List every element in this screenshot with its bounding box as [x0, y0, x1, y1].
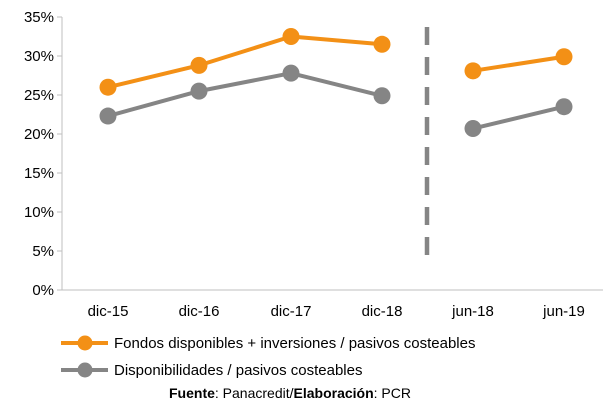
data-point — [99, 78, 117, 96]
data-point — [373, 87, 391, 105]
series-line — [106, 71, 384, 119]
y-axis: 0% 5% 10% 15% 20% 25% 30% 35% — [24, 9, 63, 299]
data-point — [464, 62, 482, 80]
x-tick-label: jun-18 — [451, 303, 494, 320]
y-tick-label: 35% — [24, 9, 54, 26]
data-point — [99, 107, 117, 125]
data-point — [190, 56, 208, 74]
x-tick-label: dic-16 — [179, 303, 220, 320]
x-tick-label: dic-18 — [362, 303, 403, 320]
source-note: Fuente: Panacredit/Elaboración: PCR — [169, 385, 411, 401]
data-point — [555, 98, 573, 116]
data-point — [282, 28, 300, 45]
series-line — [471, 54, 566, 73]
data-point — [555, 48, 573, 66]
elaboration-label: Elaboración — [294, 385, 374, 401]
x-tick-label: dic-17 — [271, 303, 312, 320]
y-tick-label: 0% — [32, 282, 54, 299]
series-line — [471, 104, 566, 131]
series-1 — [99, 28, 573, 96]
y-tick-label: 30% — [24, 48, 54, 65]
legend-label: Fondos disponibles + inversiones / pasiv… — [114, 335, 475, 352]
legend-swatch-marker — [77, 362, 93, 378]
x-tick-label: dic-15 — [88, 303, 129, 320]
series-layer — [99, 28, 573, 138]
series-2 — [99, 64, 573, 138]
y-tick-label: 20% — [24, 126, 54, 143]
x-axis: dic-15 dic-16 dic-17 dic-18 jun-18 jun-19 — [62, 289, 603, 320]
data-point — [190, 82, 208, 100]
data-point — [282, 64, 300, 82]
source-text: : Panacredit/ — [215, 385, 294, 401]
elaboration-text: : PCR — [374, 385, 411, 401]
y-tick-label: 5% — [32, 243, 54, 260]
legend-swatch-marker — [77, 335, 93, 351]
legend-item: Disponibilidades / pasivos costeables — [61, 362, 362, 379]
legend: Fondos disponibles + inversiones / pasiv… — [61, 335, 475, 379]
y-tick-label: 10% — [24, 204, 54, 221]
y-tick-label: 15% — [24, 165, 54, 182]
series-line — [106, 34, 384, 90]
source-label: Fuente — [169, 385, 215, 401]
legend-item: Fondos disponibles + inversiones / pasiv… — [61, 335, 475, 352]
data-point — [464, 120, 482, 138]
y-tick-label: 25% — [24, 87, 54, 104]
legend-label: Disponibilidades / pasivos costeables — [114, 362, 362, 379]
x-tick-label: jun-19 — [542, 303, 585, 320]
data-point — [373, 35, 391, 53]
